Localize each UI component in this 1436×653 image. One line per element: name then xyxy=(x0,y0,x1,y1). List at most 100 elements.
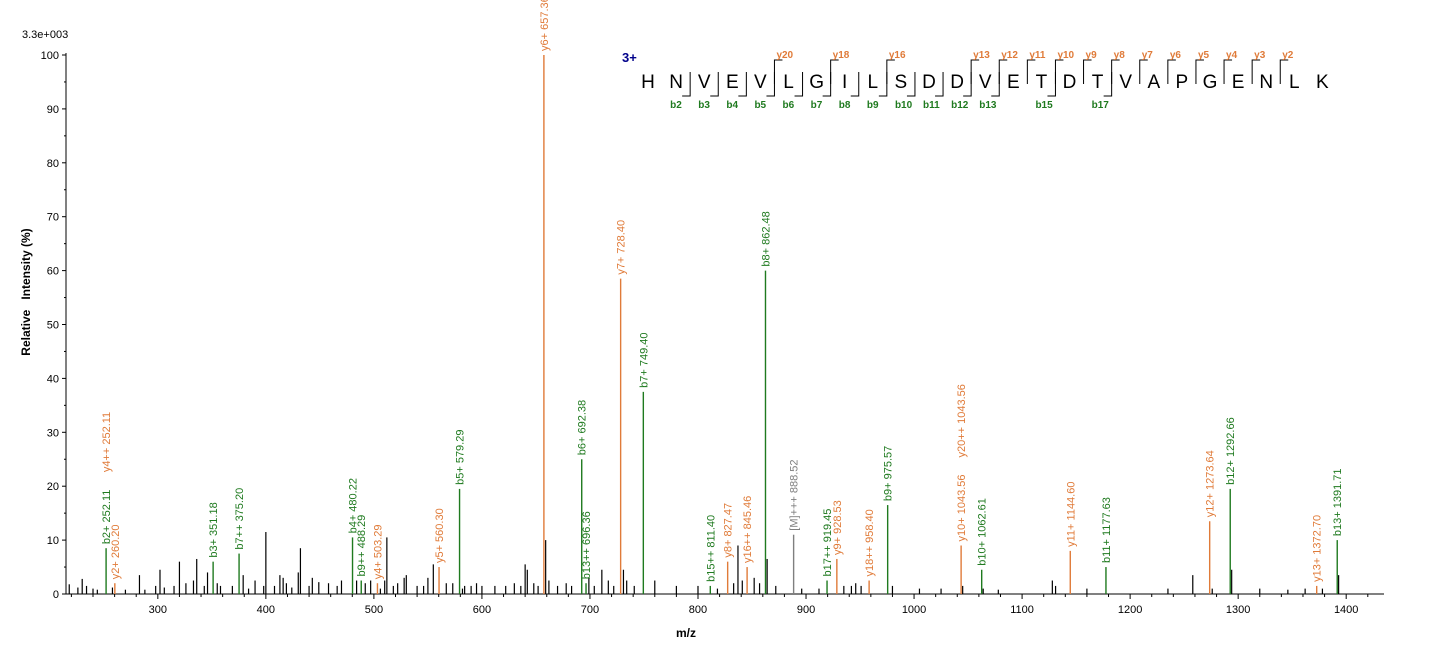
residue-letter: D xyxy=(922,72,936,93)
x-tick-label: 1300 xyxy=(1226,604,1250,616)
peak-label: y4+ 503.29 xyxy=(372,524,384,579)
y-tick-label: 100 xyxy=(41,50,59,62)
peak-label: b4+ 480.22 xyxy=(348,478,360,533)
peak-label: b7+ 749.40 xyxy=(638,333,650,388)
b-ion-marker xyxy=(878,72,888,97)
peak-label: y12+ 1273.64 xyxy=(1205,450,1217,517)
b-ion-label: b6 xyxy=(783,100,795,111)
x-tick-label: 900 xyxy=(797,604,815,616)
max-intensity-label: 3.3e+003 xyxy=(22,29,68,41)
y-tick-label: 90 xyxy=(47,104,59,116)
y-ion-label: y12 xyxy=(1001,50,1018,61)
residue-letter: V xyxy=(1119,72,1132,93)
y-ion-label: y6 xyxy=(1170,50,1182,61)
peak-label: y11+ 1144.60 xyxy=(1065,482,1077,547)
b-ion-marker xyxy=(794,72,804,97)
residue-letter: T xyxy=(1036,72,1048,93)
peak-label: y13+ 1372.70 xyxy=(1312,515,1324,582)
y-ion-label: y2 xyxy=(1282,50,1294,61)
b-ion-label: b11 xyxy=(923,100,940,111)
x-tick-label: 1400 xyxy=(1334,604,1358,616)
labeled-peaks: b2+ 252.11 y4++ 252.11 y2+ 260.20 b3+ 351.1… xyxy=(101,0,1344,594)
y-axis-title: Relative Intensity (%) xyxy=(19,228,33,355)
y-ion-marker xyxy=(773,59,783,84)
residue-letter: G xyxy=(809,72,824,93)
residue-letter: L xyxy=(1289,72,1300,93)
y-ion-marker xyxy=(1251,59,1261,84)
y-ion-label: y9 xyxy=(1086,50,1098,61)
unlabeled-peaks xyxy=(68,532,1340,594)
peak-label: b15++ 811.40 xyxy=(705,515,717,582)
peak-label: y7+ 728.40 xyxy=(616,220,628,275)
residue-letter: K xyxy=(1316,72,1329,93)
peak-label: y5+ 560.30 xyxy=(434,508,446,563)
y-ion-marker xyxy=(1279,59,1289,84)
y-tick-label: 30 xyxy=(47,427,59,439)
x-tick-label: 400 xyxy=(257,604,275,616)
y-ion-marker xyxy=(830,59,839,84)
peak-label: b12+ 1292.66 xyxy=(1225,417,1237,485)
peak-label: b5+ 579.29 xyxy=(455,430,467,485)
y-ion-marker xyxy=(1026,59,1036,84)
residue-letter: S xyxy=(895,72,908,93)
x-tick-label: 1100 xyxy=(1010,604,1034,616)
x-tick-label: 700 xyxy=(581,604,599,616)
x-axis-title: m/z xyxy=(676,626,696,640)
residue-letter: L xyxy=(783,72,794,93)
peak-label: b8+ 862.48 xyxy=(760,211,772,266)
residue-letter: E xyxy=(726,72,739,93)
b-ion-label: b3 xyxy=(698,100,710,111)
residue-letter: H xyxy=(641,72,655,93)
peak-label: y9+ 928.53 xyxy=(832,500,844,555)
y-ion-marker xyxy=(1139,59,1148,84)
b-ion-label: b15 xyxy=(1035,100,1053,111)
y-ion-label: y3 xyxy=(1254,50,1266,61)
b-ion-marker xyxy=(710,72,719,97)
y-tick-label: 70 xyxy=(47,212,59,224)
y-ion-marker xyxy=(1167,59,1176,84)
peak-label: b13+ 1391.71 xyxy=(1332,468,1344,536)
x-tick-label: 600 xyxy=(473,604,491,616)
y-ion-label: y13 xyxy=(973,50,990,61)
peak-label: y20++ 1043.56 xyxy=(956,384,968,457)
residue-letter: D xyxy=(1063,72,1077,93)
b-ion-marker xyxy=(991,72,1000,97)
residue-letter: V xyxy=(979,72,992,93)
peak-label: y2+ 260.20 xyxy=(110,524,122,579)
b-ion-marker xyxy=(766,72,775,97)
peak-label: b6+ 692.38 xyxy=(577,400,589,455)
residue-letter: E xyxy=(1007,72,1020,93)
y-ion-label: y16 xyxy=(889,50,906,61)
y-ion-label: y10 xyxy=(1057,50,1074,61)
peak-label: b2+ 252.11 xyxy=(101,490,113,545)
residue-letter: G xyxy=(1203,72,1218,93)
y-ion-marker xyxy=(1195,59,1204,84)
peak-label: b17++ 919.45 xyxy=(822,509,834,577)
peak-label: y6+ 657.36 xyxy=(539,0,551,51)
b-ion-label: b10 xyxy=(895,100,913,111)
b-ion-label: b12 xyxy=(951,100,969,111)
y-ion-label: y18 xyxy=(833,50,850,61)
charge-state-label: 3+ xyxy=(622,50,637,65)
residue-letter: A xyxy=(1147,72,1160,93)
peak-label: y4++ 252.11 xyxy=(101,412,113,472)
b-ion-marker xyxy=(1103,72,1113,97)
residue-letter: E xyxy=(1232,72,1245,93)
b-ion-marker xyxy=(935,72,944,97)
residue-letter: I xyxy=(842,72,847,93)
peak-label: b13++ 696.36 xyxy=(581,511,593,579)
peak-label: y16++ 845.46 xyxy=(742,496,754,563)
y-tick-label: 40 xyxy=(47,373,59,385)
residue-letter: N xyxy=(1259,72,1273,93)
b-ion-label: b9 xyxy=(867,100,879,111)
b-ion-label: b17 xyxy=(1092,100,1110,111)
y-tick-label: 50 xyxy=(47,320,59,332)
b-ion-marker xyxy=(682,72,691,97)
b-ion-marker xyxy=(963,72,972,97)
peak-label: b3+ 351.18 xyxy=(208,502,220,557)
y-tick-label: 0 xyxy=(53,589,59,601)
residue-letter: N xyxy=(669,72,683,93)
peak-label: b9++ 488.29 xyxy=(356,515,368,577)
